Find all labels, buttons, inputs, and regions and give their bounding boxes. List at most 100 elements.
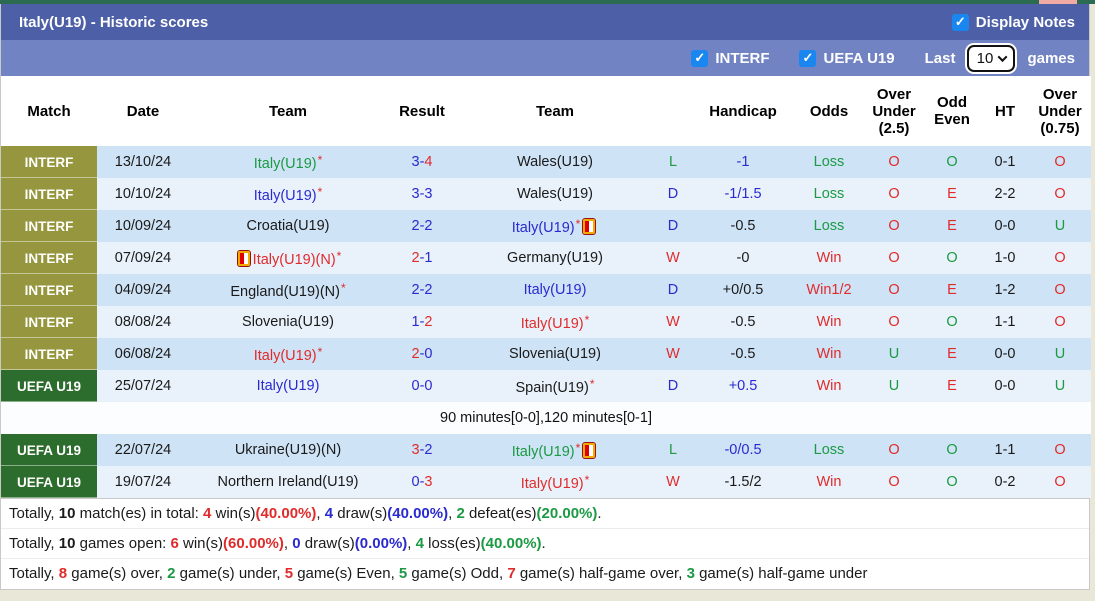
result-dash: - [419, 186, 425, 202]
last-games-select[interactable]: 10 [967, 44, 1016, 72]
league-cell: INTERF [1, 178, 97, 210]
league-cell: INTERF [1, 242, 97, 274]
team-name[interactable]: Wales(U19) [516, 186, 593, 202]
table-header-row: Match Date Team Result Team Handicap Odds Over U… [1, 76, 1091, 146]
ht-cell: 1-1 [981, 434, 1029, 466]
summary-segment: (60.00%) [223, 535, 284, 552]
result-dash: - [419, 474, 425, 490]
odds-cell: Loss [793, 210, 865, 242]
over-under-075-cell: O [1029, 274, 1091, 306]
top-border-strip [0, 0, 1095, 4]
uefa-filter-toggle[interactable]: UEFA U19 [799, 49, 895, 67]
odds-cell: Win [793, 466, 865, 498]
star-marker: * [575, 216, 581, 231]
wld-cell: L [653, 146, 693, 178]
result-cell: 2-2 [387, 210, 457, 242]
team-name[interactable]: Italy(U19) [256, 378, 320, 394]
over-under-075-cell: O [1029, 178, 1091, 210]
handicap-cell: +0/0.5 [693, 274, 793, 306]
match-row: UEFA U19 22/07/24 Ukraine(U19)(N) 3-2 Italy(… [1, 434, 1091, 466]
summary-segment: 0 [292, 535, 301, 552]
last-games-select-value: 10 [976, 49, 994, 67]
wld-cell: W [653, 338, 693, 370]
over-under-25-cell: O [865, 178, 923, 210]
ht-cell: 2-2 [981, 178, 1029, 210]
over-under-25-cell: O [865, 146, 923, 178]
team-name[interactable]: Croatia(U19) [246, 218, 330, 234]
over-under-25-cell: O [865, 210, 923, 242]
wld-cell: D [653, 178, 693, 210]
match-row: INTERF 08/08/24 Slovenia(U19) 1-2 Italy(U19)… [1, 306, 1091, 338]
odd-even-cell: E [923, 370, 981, 402]
summary-segment: 3 [686, 565, 695, 582]
interf-checkbox[interactable] [691, 49, 709, 67]
summary-segment: defeat(es) [464, 505, 537, 522]
summary-segment: (20.00%) [536, 505, 598, 522]
handicap-cell: -0 [693, 242, 793, 274]
interf-filter-toggle[interactable]: INTERF [691, 49, 769, 67]
team-name[interactable]: Slovenia(U19) [242, 314, 334, 330]
team-name[interactable]: Italy(U19) [253, 187, 317, 204]
team-home-cell: Ukraine(U19)(N) [189, 434, 387, 466]
red-card-icon [237, 250, 250, 266]
date-cell: 07/09/24 [97, 242, 189, 274]
team-name[interactable]: Italy(U19) [511, 219, 575, 236]
star-marker: * [584, 312, 590, 327]
col-header-over-under-075: Over Under (0.75) [1029, 76, 1091, 146]
summary-segment: win(s) [178, 535, 224, 552]
over-under-25-cell: O [865, 306, 923, 338]
team-name[interactable]: Italy(U19) [523, 282, 587, 298]
over-under-25-cell: O [865, 242, 923, 274]
uefa-checkbox[interactable] [799, 49, 817, 67]
result-home-score: 2 [411, 282, 420, 298]
star-marker: * [340, 280, 346, 295]
team-home-cell: Italy(U19)* [189, 146, 387, 178]
wld-cell: L [653, 434, 693, 466]
odds-cell: Loss [793, 178, 865, 210]
summary-segment: Totally, [9, 505, 59, 522]
display-notes-toggle[interactable]: Display Notes [951, 13, 1075, 31]
odds-cell: Win [793, 306, 865, 338]
result-away-score: 4 [424, 154, 433, 170]
team-name[interactable]: Slovenia(U19) [509, 346, 601, 362]
summary-segment: 6 [170, 535, 179, 552]
team-name[interactable]: Italy(U19) [520, 475, 584, 492]
team-name[interactable]: Northern Ireland(U19) [217, 474, 359, 490]
team-name[interactable]: Italy(U19) [253, 155, 317, 172]
team-away-cell: Germany(U19) [457, 242, 653, 274]
team-name[interactable]: Germany(U19) [507, 250, 603, 266]
team-name[interactable]: Ukraine(U19)(N) [234, 442, 342, 458]
display-notes-label: Display Notes [975, 13, 1075, 31]
ht-cell: 0-1 [981, 146, 1029, 178]
league-cell: INTERF [1, 338, 97, 370]
team-name[interactable]: Italy(U19) [253, 347, 317, 364]
star-marker: * [584, 472, 590, 487]
summary-segment: 5 [398, 565, 408, 582]
team-name[interactable]: England(U19)(N) [230, 283, 340, 300]
summary-segment: match(es) in total: [75, 505, 203, 522]
team-name[interactable]: Italy(U19) [520, 315, 584, 332]
result-cell: 2-0 [387, 338, 457, 370]
team-away-cell: Italy(U19)* [457, 466, 653, 498]
last-label: Last [924, 49, 956, 67]
odds-cell: Loss [793, 146, 865, 178]
match-row: UEFA U19 19/07/24 Northern Ireland(U19) 0-3… [1, 466, 1091, 498]
display-notes-checkbox[interactable] [951, 13, 969, 31]
summary-segment: draw(s) [300, 535, 355, 552]
ht-cell: 0-2 [981, 466, 1029, 498]
team-name[interactable]: Italy(U19)(N) [252, 251, 336, 268]
team-name[interactable]: Spain(U19) [515, 379, 589, 396]
summary-segment: (40.00%) [480, 535, 542, 552]
col-header-ht: HT [981, 76, 1029, 146]
odd-even-cell: O [923, 242, 981, 274]
result-dash: - [419, 282, 425, 298]
team-name[interactable]: Italy(U19) [511, 443, 575, 460]
summary-segment: 10 [58, 505, 76, 522]
games-label: games [1027, 49, 1075, 67]
result-home-score: 2 [411, 346, 420, 362]
summary-segment: , [407, 535, 416, 552]
team-name[interactable]: Wales(U19) [516, 154, 593, 170]
summary-segment: win(s) [211, 505, 256, 522]
date-cell: 10/09/24 [97, 210, 189, 242]
handicap-cell: -0.5 [693, 210, 793, 242]
